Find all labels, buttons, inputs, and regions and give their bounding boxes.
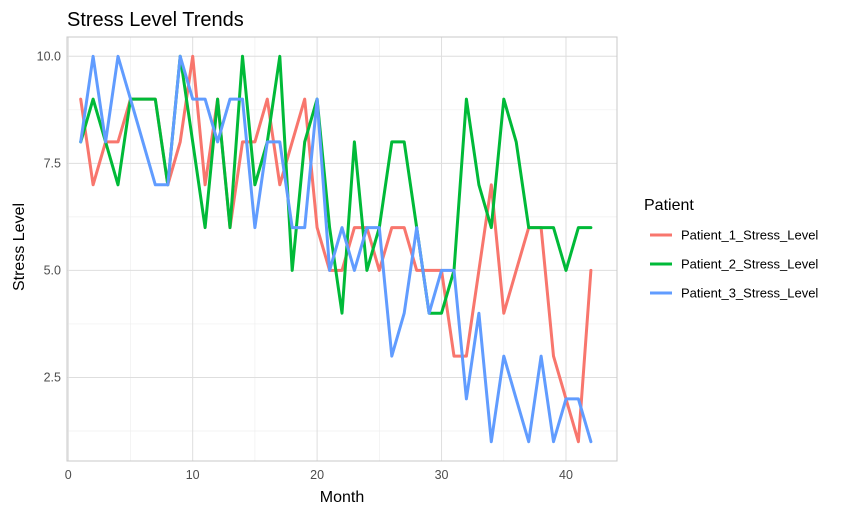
series-lines bbox=[79, 54, 593, 444]
y-axis-ticks: 2.5 5.0 7.5 10.0 bbox=[37, 49, 61, 384]
y-axis-title: Stress Level bbox=[11, 203, 28, 291]
x-tick-label: 10 bbox=[186, 468, 200, 482]
legend-label-patient-3: Patient_3_Stress_Level bbox=[681, 286, 818, 301]
x-tick-label: 20 bbox=[310, 468, 324, 482]
plot-panel bbox=[66, 36, 618, 462]
legend-label-patient-1: Patient_1_Stress_Level bbox=[681, 228, 818, 243]
chart-title: Stress Level Trends bbox=[67, 9, 244, 31]
series-line-patient-2 bbox=[79, 54, 593, 315]
x-axis-ticks: 0 10 20 30 40 bbox=[65, 468, 573, 482]
x-tick-label: 40 bbox=[559, 468, 573, 482]
legend-title: Patient bbox=[644, 197, 694, 214]
y-tick-label: 10.0 bbox=[37, 49, 61, 63]
x-tick-label: 0 bbox=[65, 468, 72, 482]
y-tick-label: 2.5 bbox=[44, 370, 61, 384]
x-axis-title: Month bbox=[320, 489, 364, 506]
legend-label-patient-2: Patient_2_Stress_Level bbox=[681, 257, 818, 272]
series-line-patient-3 bbox=[79, 54, 593, 444]
y-tick-label: 5.0 bbox=[44, 263, 61, 277]
legend: Patient Patient_1_Stress_Level Patient_2_… bbox=[644, 197, 818, 301]
y-tick-label: 7.5 bbox=[44, 156, 61, 170]
x-tick-label: 30 bbox=[435, 468, 449, 482]
